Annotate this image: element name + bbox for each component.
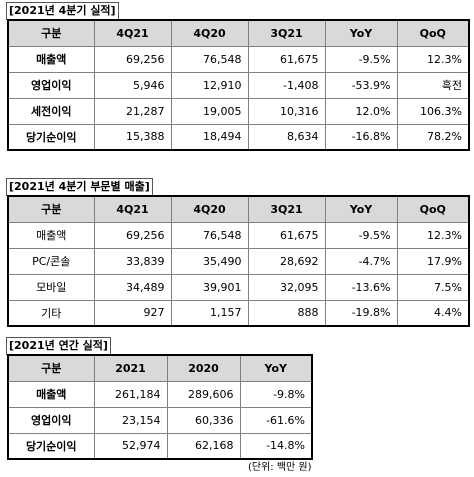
table3-caption: [2021년 연간 실적] — [6, 337, 111, 355]
table-cell: 1,157 — [170, 299, 249, 327]
table-cell: 19,005 — [170, 97, 249, 125]
row-label: 매출액 — [7, 221, 95, 249]
table-cell: 33,839 — [93, 247, 172, 275]
table-row: 모바일 34,489 39,901 32,095 -13.6% 7.5% — [7, 273, 470, 301]
table-cell: 62,168 — [166, 432, 241, 460]
unit-footnote: (단위: 백만 원) — [248, 462, 312, 473]
table-cell: -16.8% — [324, 123, 398, 151]
table-cell: 76,548 — [170, 221, 249, 249]
table-cell: 10,316 — [247, 97, 326, 125]
table-cell: 28,692 — [247, 247, 326, 275]
row-label: 매출액 — [7, 380, 95, 408]
table-cell: 106.3% — [396, 97, 470, 125]
table-cell: 18,494 — [170, 123, 249, 151]
table-row: 기타 927 1,157 888 -19.8% 4.4% — [7, 299, 470, 327]
table2-header-cell: 4Q20 — [170, 195, 249, 223]
table3-header-cell: YoY — [239, 354, 313, 382]
table-cell: 60,336 — [166, 406, 241, 434]
table2-segment-sales: 구분 4Q21 4Q20 3Q21 YoY QoQ 매출액 69,256 76,… — [7, 195, 470, 327]
table-cell: 289,606 — [166, 380, 241, 408]
table2-caption: [2021년 4분기 부문별 매출] — [6, 178, 153, 196]
table-cell: -19.8% — [324, 299, 398, 327]
table-cell: -1,408 — [247, 71, 326, 99]
table-cell: -53.9% — [324, 71, 398, 99]
table-cell: 12.0% — [324, 97, 398, 125]
table-cell: 61,675 — [247, 45, 326, 73]
table-cell: 78.2% — [396, 123, 470, 151]
table-cell: -13.6% — [324, 273, 398, 301]
table-cell: 39,901 — [170, 273, 249, 301]
table-row: 매출액 69,256 76,548 61,675 -9.5% 12.3% — [7, 221, 470, 249]
table2-header-cell: 3Q21 — [247, 195, 326, 223]
row-label: PC/콘솔 — [7, 247, 95, 275]
table2-header-row: 구분 4Q21 4Q20 3Q21 YoY QoQ — [7, 195, 470, 223]
table3-header-cell: 구분 — [7, 354, 95, 382]
row-label: 매출액 — [7, 45, 95, 73]
table-cell: -9.5% — [324, 45, 398, 73]
table-row: 당기순이익 15,388 18,494 8,634 -16.8% 78.2% — [7, 123, 470, 151]
row-label: 세전이익 — [7, 97, 95, 125]
row-label: 영업이익 — [7, 406, 95, 434]
table-cell: 12.3% — [396, 221, 470, 249]
row-label: 모바일 — [7, 273, 95, 301]
table-row: 당기순이익 52,974 62,168 -14.8% — [7, 432, 313, 460]
table-row: 세전이익 21,287 19,005 10,316 12.0% 106.3% — [7, 97, 470, 125]
table-cell: -9.8% — [239, 380, 313, 408]
table-cell: 69,256 — [93, 45, 172, 73]
table1-header-row: 구분 4Q21 4Q20 3Q21 YoY QoQ — [7, 19, 470, 47]
table-row: 영업이익 5,946 12,910 -1,408 -53.9% 흑전 — [7, 71, 470, 99]
table-cell: 12,910 — [170, 71, 249, 99]
table1-header-cell: 3Q21 — [247, 19, 326, 47]
table2-header-cell: 4Q21 — [93, 195, 172, 223]
table-cell: -14.8% — [239, 432, 313, 460]
table-cell: -9.5% — [324, 221, 398, 249]
table1-header-cell: 4Q20 — [170, 19, 249, 47]
table-cell: 888 — [247, 299, 326, 327]
table1-header-cell: 구분 — [7, 19, 95, 47]
table-cell: 35,490 — [170, 247, 249, 275]
table-row: 매출액 261,184 289,606 -9.8% — [7, 380, 313, 408]
table1-header-cell: QoQ — [396, 19, 470, 47]
table1-header-cell: 4Q21 — [93, 19, 172, 47]
table3-header-cell: 2021 — [93, 354, 168, 382]
table1-header-cell: YoY — [324, 19, 398, 47]
table-row: 영업이익 23,154 60,336 -61.6% — [7, 406, 313, 434]
table-cell: 흑전 — [396, 71, 470, 99]
table3-header-row: 구분 2021 2020 YoY — [7, 354, 313, 382]
table-cell: 52,974 — [93, 432, 168, 460]
table3-annual-results: 구분 2021 2020 YoY 매출액 261,184 289,606 -9.… — [7, 354, 313, 460]
table-row: 매출액 69,256 76,548 61,675 -9.5% 12.3% — [7, 45, 470, 73]
table2-header-cell: 구분 — [7, 195, 95, 223]
table-cell: 69,256 — [93, 221, 172, 249]
table-cell: 261,184 — [93, 380, 168, 408]
table3-header-cell: 2020 — [166, 354, 241, 382]
table-cell: 4.4% — [396, 299, 470, 327]
row-label: 당기순이익 — [7, 123, 95, 151]
table2-header-cell: YoY — [324, 195, 398, 223]
table-cell: 23,154 — [93, 406, 168, 434]
table-cell: 927 — [93, 299, 172, 327]
table1-caption: [2021년 4분기 실적] — [6, 2, 119, 20]
table-cell: 8,634 — [247, 123, 326, 151]
table1-quarterly-results: 구분 4Q21 4Q20 3Q21 YoY QoQ 매출액 69,256 76,… — [7, 19, 470, 151]
table-cell: 5,946 — [93, 71, 172, 99]
table-cell: 32,095 — [247, 273, 326, 301]
table-cell: 17.9% — [396, 247, 470, 275]
table-cell: 34,489 — [93, 273, 172, 301]
row-label: 기타 — [7, 299, 95, 327]
table-row: PC/콘솔 33,839 35,490 28,692 -4.7% 17.9% — [7, 247, 470, 275]
table-cell: -61.6% — [239, 406, 313, 434]
table-cell: 61,675 — [247, 221, 326, 249]
table-cell: 12.3% — [396, 45, 470, 73]
row-label: 당기순이익 — [7, 432, 95, 460]
row-label: 영업이익 — [7, 71, 95, 99]
table-cell: 76,548 — [170, 45, 249, 73]
table-cell: 21,287 — [93, 97, 172, 125]
table-cell: 15,388 — [93, 123, 172, 151]
table2-header-cell: QoQ — [396, 195, 470, 223]
table-cell: 7.5% — [396, 273, 470, 301]
table-cell: -4.7% — [324, 247, 398, 275]
